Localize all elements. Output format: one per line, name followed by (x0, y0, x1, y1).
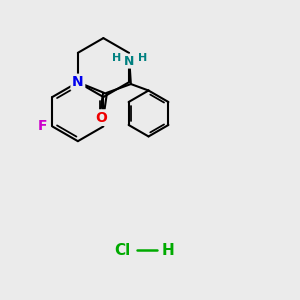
Text: N: N (72, 75, 84, 89)
Text: N: N (124, 55, 135, 68)
Text: Cl: Cl (115, 243, 131, 258)
Text: H: H (161, 243, 174, 258)
Text: H: H (112, 52, 121, 62)
Text: F: F (38, 119, 47, 134)
Text: O: O (95, 111, 107, 124)
Text: H: H (138, 52, 147, 62)
